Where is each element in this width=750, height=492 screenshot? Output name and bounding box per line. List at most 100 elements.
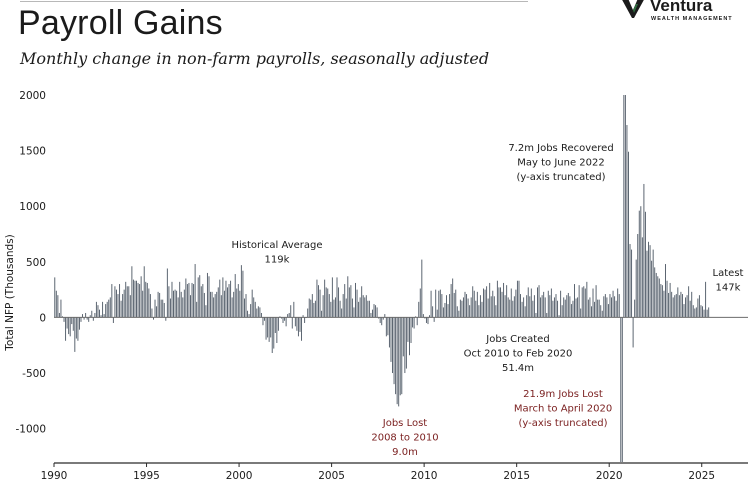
bar-2008-07 bbox=[396, 317, 398, 405]
bar-1993-12 bbox=[126, 286, 128, 318]
bar-2022-01 bbox=[646, 250, 648, 318]
bar-1991-12 bbox=[89, 315, 91, 318]
bar-2016-10 bbox=[549, 295, 551, 318]
bar-2019-10 bbox=[604, 294, 606, 318]
bar-2017-12 bbox=[570, 304, 572, 318]
bar-1996-04 bbox=[169, 298, 171, 318]
bar-1995-06 bbox=[154, 299, 156, 318]
bar-1999-02 bbox=[222, 277, 224, 318]
annotation-jobs-lost-covid-line: March to April 2020 bbox=[514, 404, 612, 415]
bar-1998-03 bbox=[205, 305, 207, 318]
bar-2006-06 bbox=[358, 301, 360, 318]
bar-2005-11 bbox=[347, 276, 349, 318]
bar-2008-02 bbox=[388, 317, 390, 348]
bar-1999-09 bbox=[233, 291, 235, 318]
bar-1993-03 bbox=[112, 317, 114, 323]
bar-2002-10 bbox=[290, 305, 292, 318]
x-tick-label: 2020 bbox=[596, 470, 623, 482]
bar-2017-09 bbox=[566, 295, 568, 318]
bar-2022-02 bbox=[648, 241, 650, 318]
bar-2022-12 bbox=[663, 290, 665, 318]
bar-1995-10 bbox=[160, 299, 162, 318]
bar-1992-12 bbox=[108, 299, 110, 318]
bar-1990-09 bbox=[66, 317, 68, 329]
bar-2015-09 bbox=[529, 296, 531, 318]
brand-logo: Ventura WEALTH MANAGEMENT bbox=[620, 0, 750, 26]
bar-2020-10 bbox=[623, 95, 625, 318]
bar-2004-09 bbox=[325, 287, 327, 318]
bar-2023-03 bbox=[668, 292, 670, 318]
bar-2020-07 bbox=[618, 294, 620, 318]
bar-1990-06 bbox=[62, 316, 63, 318]
bar-2014-12 bbox=[515, 289, 517, 318]
bar-1995-04 bbox=[151, 308, 153, 318]
bar-2001-10 bbox=[271, 317, 273, 354]
bar-1997-02 bbox=[185, 278, 187, 318]
bar-2012-08 bbox=[472, 286, 474, 318]
bar-2017-08 bbox=[564, 299, 566, 318]
bar-2002-01 bbox=[276, 317, 278, 343]
bar-2017-07 bbox=[563, 297, 565, 318]
bar-2008-12 bbox=[404, 317, 406, 374]
bar-2011-08 bbox=[453, 292, 455, 318]
bar-2008-03 bbox=[390, 317, 392, 362]
annotation-jobs-recovered: 7.2m Jobs Recovered May to June 2022 (y-ax… bbox=[508, 143, 613, 183]
bar-2010-04 bbox=[429, 315, 431, 318]
bar-2018-02 bbox=[574, 284, 575, 318]
bar-2017-04 bbox=[558, 315, 560, 318]
bar-1998-10 bbox=[216, 291, 218, 318]
bar-2017-11 bbox=[569, 296, 571, 318]
bar-2011-03 bbox=[446, 295, 447, 318]
bar-2023-02 bbox=[666, 280, 668, 318]
bar-2013-12 bbox=[496, 280, 498, 318]
bar-1991-01 bbox=[72, 317, 74, 331]
annotation-jobs-lost-gfc-line: 2008 to 2010 bbox=[371, 433, 438, 444]
bar-2021-04 bbox=[632, 317, 634, 348]
bar-1999-01 bbox=[220, 295, 222, 318]
bar-2011-02 bbox=[444, 302, 446, 318]
annotation-jobs-created-line: Oct 2010 to Feb 2020 bbox=[464, 349, 573, 360]
bar-2019-11 bbox=[606, 297, 608, 318]
bar-2000-08 bbox=[250, 304, 252, 318]
bar-2000-03 bbox=[242, 270, 244, 318]
bar-1991-09 bbox=[85, 312, 87, 318]
bar-1994-01 bbox=[128, 286, 130, 318]
bar-1992-02 bbox=[92, 317, 94, 321]
top-rule bbox=[20, 1, 528, 2]
bar-1994-03 bbox=[131, 266, 133, 318]
bar-2003-05 bbox=[301, 317, 303, 341]
bar-2023-08 bbox=[675, 294, 677, 318]
bar-2000-07 bbox=[248, 314, 250, 318]
bar-2019-12 bbox=[607, 304, 609, 318]
bar-2018-04 bbox=[577, 297, 579, 318]
bar-2003-07 bbox=[304, 317, 306, 323]
bar-2024-04 bbox=[688, 286, 690, 318]
bar-2003-11 bbox=[310, 299, 312, 318]
bar-2018-03 bbox=[575, 298, 577, 318]
bar-1990-11 bbox=[69, 317, 71, 337]
bar-1993-02 bbox=[111, 284, 113, 318]
bar-2016-07 bbox=[544, 297, 546, 318]
bar-2016-04 bbox=[540, 297, 542, 318]
bar-2020-01 bbox=[609, 294, 611, 318]
bar-2011-01 bbox=[442, 307, 444, 318]
bar-1997-10 bbox=[197, 277, 199, 318]
bar-2009-08 bbox=[416, 317, 418, 326]
bar-1992-05 bbox=[97, 305, 99, 318]
bar-2005-07 bbox=[341, 308, 343, 318]
bar-2014-05 bbox=[504, 295, 506, 318]
bar-2020-11 bbox=[624, 95, 626, 318]
bar-2017-05 bbox=[560, 290, 562, 318]
bar-2016-09 bbox=[547, 290, 549, 318]
bar-2015-01 bbox=[516, 280, 518, 318]
bar-2022-03 bbox=[649, 245, 651, 318]
bar-1999-10 bbox=[234, 274, 236, 318]
bar-2017-03 bbox=[557, 300, 559, 318]
bar-2013-10 bbox=[493, 296, 495, 318]
bar-1994-02 bbox=[129, 295, 131, 318]
bar-1996-06 bbox=[173, 290, 174, 318]
bar-2004-06 bbox=[321, 310, 323, 318]
bar-1994-09 bbox=[140, 276, 142, 318]
bar-2022-06 bbox=[654, 267, 656, 318]
bar-2018-10 bbox=[586, 281, 588, 318]
